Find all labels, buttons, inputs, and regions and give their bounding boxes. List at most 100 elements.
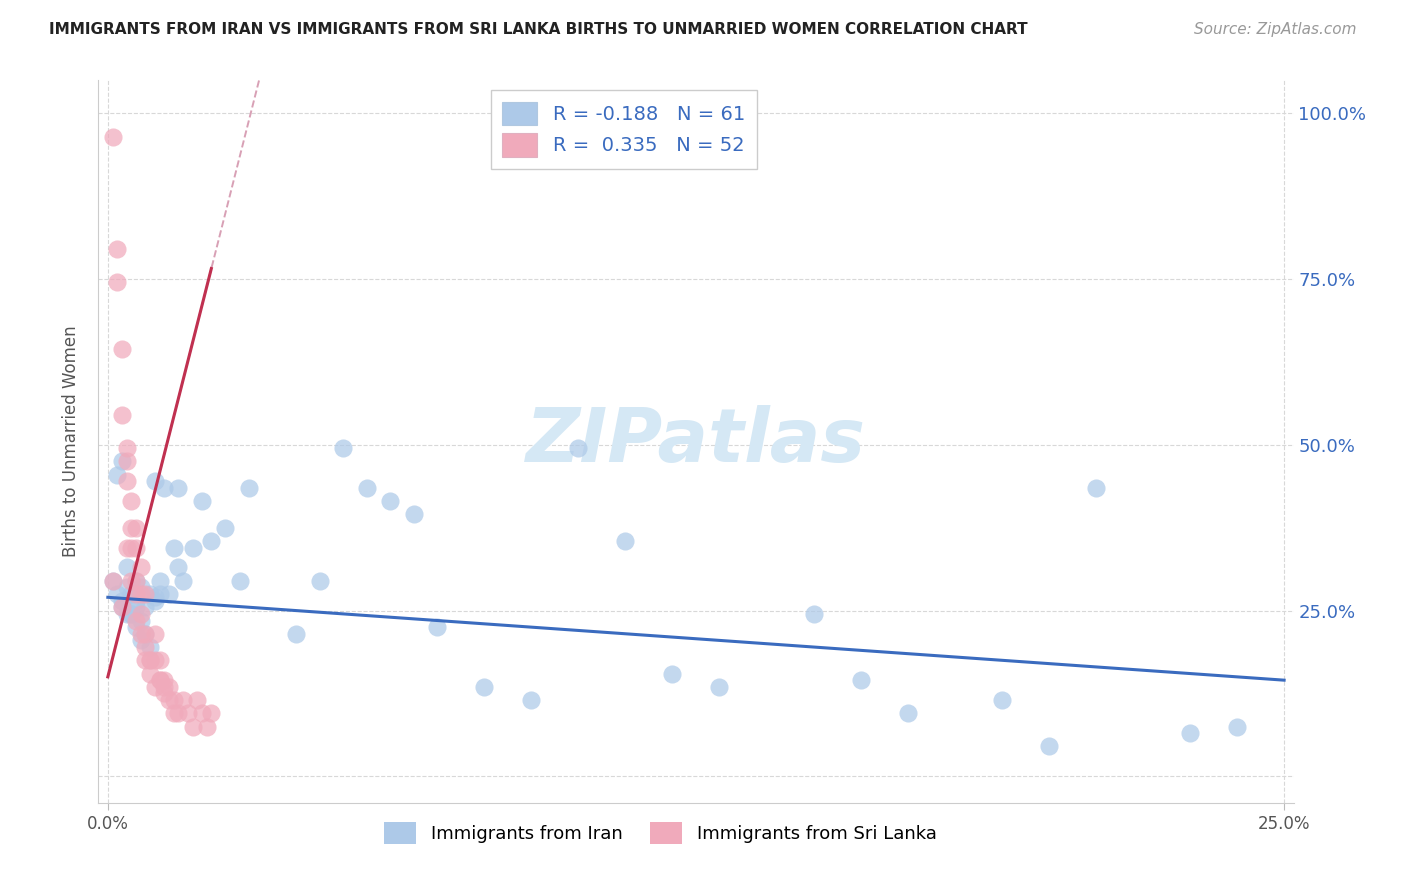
Point	[172, 693, 194, 707]
Point	[163, 541, 186, 555]
Point	[167, 706, 190, 721]
Point	[143, 653, 166, 667]
Point	[120, 574, 142, 588]
Point	[200, 533, 222, 548]
Point	[614, 533, 637, 548]
Point	[120, 521, 142, 535]
Point	[129, 587, 152, 601]
Point	[105, 276, 128, 290]
Point	[1038, 739, 1060, 754]
Point	[157, 693, 180, 707]
Point	[115, 580, 138, 594]
Point	[101, 574, 124, 588]
Point	[125, 600, 148, 615]
Point	[191, 494, 214, 508]
Point	[129, 627, 152, 641]
Point	[125, 614, 148, 628]
Point	[1178, 726, 1201, 740]
Point	[472, 680, 495, 694]
Point	[139, 653, 162, 667]
Point	[149, 673, 172, 688]
Legend: Immigrants from Iran, Immigrants from Sri Lanka: Immigrants from Iran, Immigrants from Sr…	[377, 815, 943, 852]
Text: Source: ZipAtlas.com: Source: ZipAtlas.com	[1194, 22, 1357, 37]
Point	[139, 640, 162, 654]
Point	[111, 408, 134, 422]
Point	[520, 693, 543, 707]
Point	[115, 441, 138, 455]
Point	[177, 706, 200, 721]
Point	[149, 574, 172, 588]
Point	[139, 653, 162, 667]
Point	[105, 467, 128, 482]
Point	[308, 574, 330, 588]
Point	[143, 475, 166, 489]
Point	[200, 706, 222, 721]
Point	[105, 587, 128, 601]
Point	[149, 673, 172, 688]
Point	[115, 560, 138, 574]
Point	[125, 574, 148, 588]
Point	[163, 693, 186, 707]
Point	[125, 574, 148, 588]
Point	[129, 633, 152, 648]
Point	[238, 481, 260, 495]
Point	[849, 673, 872, 688]
Point	[139, 587, 162, 601]
Text: IMMIGRANTS FROM IRAN VS IMMIGRANTS FROM SRI LANKA BIRTHS TO UNMARRIED WOMEN CORR: IMMIGRANTS FROM IRAN VS IMMIGRANTS FROM …	[49, 22, 1028, 37]
Point	[143, 627, 166, 641]
Point	[143, 593, 166, 607]
Point	[181, 720, 204, 734]
Point	[143, 680, 166, 694]
Point	[191, 706, 214, 721]
Point	[105, 242, 128, 256]
Point	[115, 541, 138, 555]
Point	[134, 600, 156, 615]
Point	[167, 481, 190, 495]
Point	[163, 706, 186, 721]
Point	[115, 607, 138, 621]
Point	[134, 627, 156, 641]
Point	[134, 627, 156, 641]
Point	[167, 560, 190, 574]
Point	[709, 680, 731, 694]
Point	[186, 693, 208, 707]
Point	[111, 454, 134, 468]
Point	[195, 720, 218, 734]
Text: ZIPatlas: ZIPatlas	[526, 405, 866, 478]
Point	[172, 574, 194, 588]
Point	[426, 620, 449, 634]
Point	[111, 600, 134, 615]
Point	[402, 508, 425, 522]
Point	[134, 653, 156, 667]
Point	[101, 574, 124, 588]
Point	[129, 614, 152, 628]
Point	[356, 481, 378, 495]
Point	[115, 475, 138, 489]
Point	[120, 587, 142, 601]
Point	[153, 673, 176, 688]
Point	[1226, 720, 1249, 734]
Point	[125, 593, 148, 607]
Point	[111, 600, 134, 615]
Point	[101, 129, 124, 144]
Point	[134, 587, 156, 601]
Point	[228, 574, 250, 588]
Point	[181, 541, 204, 555]
Point	[125, 541, 148, 555]
Point	[991, 693, 1014, 707]
Point	[803, 607, 825, 621]
Point	[134, 640, 156, 654]
Point	[1084, 481, 1107, 495]
Point	[153, 481, 176, 495]
Point	[285, 627, 308, 641]
Point	[111, 342, 134, 356]
Point	[125, 620, 148, 634]
Point	[153, 686, 176, 700]
Point	[332, 441, 354, 455]
Point	[897, 706, 920, 721]
Point	[120, 541, 142, 555]
Point	[129, 607, 152, 621]
Point	[661, 666, 683, 681]
Point	[378, 494, 401, 508]
Point	[125, 521, 148, 535]
